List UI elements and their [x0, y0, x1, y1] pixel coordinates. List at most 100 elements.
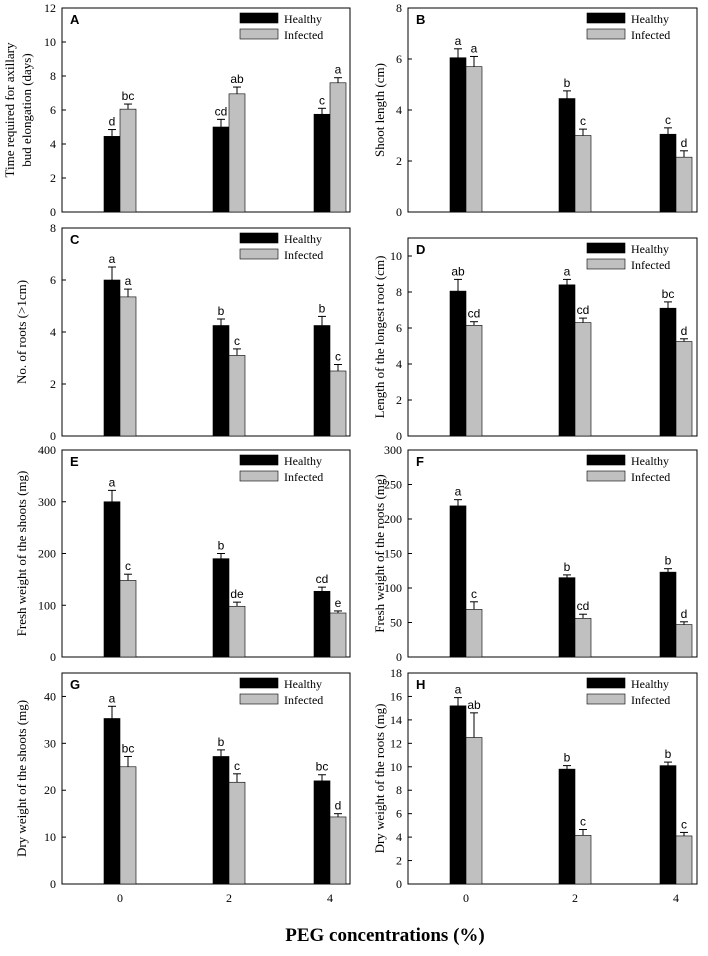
bar-a-infected-4	[329, 82, 347, 213]
bar-b-infected-4	[675, 156, 693, 213]
y-axis-label-line-f-0: Fresh weight of the roots (mg)	[372, 474, 387, 633]
y-axis-label-g: Dry weight of the shoots (mg)	[14, 700, 29, 857]
y-tick-label-e-0: 0	[50, 650, 56, 664]
panel-letter-c: C	[70, 232, 80, 247]
plot-frame-g	[61, 672, 351, 885]
legend-swatch-a-healthy	[239, 12, 279, 24]
legend-label-h-infected: Infected	[631, 693, 670, 707]
bar-f-healthy-4	[659, 571, 677, 658]
sig-letter-d-infected-4: d	[681, 324, 688, 338]
sig-letter-a-infected-4: a	[335, 63, 342, 77]
sig-letter-c-infected-2: c	[234, 334, 240, 348]
bar-g-infected-4	[329, 816, 347, 885]
y-tick-label-c-3: 6	[50, 273, 56, 287]
panel-letter-e: E	[70, 454, 79, 469]
y-tick-label-f-4: 200	[384, 512, 402, 526]
sig-letter-b-infected-2: c	[580, 114, 586, 128]
y-tick-label-f-3: 150	[384, 547, 402, 561]
y-tick-label-g-2: 20	[44, 783, 56, 797]
sig-letter-e-healthy-2: b	[218, 539, 225, 553]
legend-label-f-infected: Infected	[631, 470, 670, 484]
legend-swatch-d-infected	[586, 258, 626, 270]
y-axis-label-line-e-0: Fresh weight of the shoots (mg)	[14, 471, 29, 637]
bar-h-healthy-4	[659, 765, 677, 885]
bar-d-healthy-4	[659, 307, 677, 437]
y-tick-label-h-7: 14	[390, 713, 402, 727]
y-tick-label-g-3: 30	[44, 736, 56, 750]
panel-e: 0 100 200 300 400 Fresh weight of the shoots …	[14, 443, 351, 664]
legend-label-d-infected: Infected	[631, 258, 670, 272]
y-tick-label-a-6: 12	[44, 1, 56, 15]
y-tick-label-g-4: 40	[44, 689, 56, 703]
bar-h-infected-2	[574, 835, 592, 885]
y-tick-label-f-0: 0	[396, 650, 402, 664]
y-tick-label-h-3: 6	[396, 807, 402, 821]
sig-letter-e-healthy-0: a	[109, 475, 116, 489]
y-tick-label-e-2: 200	[38, 547, 56, 561]
bar-d-infected-4	[675, 341, 693, 437]
bar-a-healthy-2	[212, 126, 230, 213]
sig-letter-b-healthy-0: a	[455, 34, 462, 48]
x-axis-title: PEG concentrations (%)	[285, 925, 484, 946]
y-axis-label-line-b-0: Shoot length (cm)	[372, 63, 387, 157]
y-tick-label-c-4: 8	[50, 221, 56, 235]
y-axis-label-line-h-0: Dry weight of the roots (mg)	[372, 704, 387, 854]
y-axis-label-line-a-1: bud elongation (days)	[19, 53, 34, 166]
y-tick-label-e-3: 300	[38, 495, 56, 509]
y-tick-label-c-1: 2	[50, 377, 56, 391]
y-tick-label-d-0: 0	[396, 429, 402, 443]
sig-letter-a-healthy-0: d	[109, 115, 116, 129]
x-tick-label-g-1: 2	[226, 891, 232, 905]
bar-h-infected-4	[675, 835, 693, 885]
sig-letter-h-healthy-0: a	[455, 683, 462, 697]
bar-h-infected-0	[465, 737, 483, 885]
y-tick-label-b-4: 8	[396, 1, 402, 15]
bar-e-infected-4	[329, 612, 347, 658]
y-axis-label-e: Fresh weight of the shoots (mg)	[14, 471, 29, 637]
legend-swatch-h-infected	[586, 693, 626, 705]
y-tick-label-f-5: 250	[384, 478, 402, 492]
y-tick-label-h-9: 18	[390, 666, 402, 680]
bar-e-healthy-2	[212, 558, 230, 658]
panel-letter-g: G	[70, 677, 80, 692]
y-tick-label-e-4: 400	[38, 443, 56, 457]
y-tick-label-h-1: 2	[396, 854, 402, 868]
bar-f-healthy-2	[558, 577, 576, 658]
sig-letter-b-healthy-4: c	[665, 113, 671, 127]
sig-letter-c-infected-0: a	[125, 274, 132, 288]
sig-letter-g-infected-2: c	[234, 759, 240, 773]
legend-swatch-e-healthy	[239, 454, 279, 466]
panel-h: 0 2 4 6 8 10 12 14 16 18 Dry weight of the roots (…	[372, 666, 698, 905]
x-tick-label-g-2: 4	[327, 891, 333, 905]
legend-swatch-f-healthy	[586, 454, 626, 466]
bar-g-infected-0	[119, 766, 137, 885]
legend-label-b-healthy: Healthy	[631, 12, 669, 26]
y-tick-label-d-5: 10	[390, 249, 402, 263]
legend-swatch-e-infected	[239, 470, 279, 482]
y-axis-label-line-g-0: Dry weight of the shoots (mg)	[14, 700, 29, 857]
sig-letter-a-infected-0: bc	[122, 89, 135, 103]
sig-letter-e-infected-2: de	[230, 587, 244, 601]
bar-b-healthy-2	[558, 98, 576, 213]
y-tick-label-g-1: 10	[44, 830, 56, 844]
sig-letter-f-healthy-2: b	[564, 560, 571, 574]
y-tick-label-h-4: 8	[396, 783, 402, 797]
sig-letter-h-infected-4: c	[681, 817, 687, 831]
y-tick-label-d-4: 8	[396, 285, 402, 299]
bar-e-infected-2	[228, 605, 246, 658]
y-axis-label-h: Dry weight of the roots (mg)	[372, 704, 387, 854]
bar-a-healthy-4	[313, 113, 331, 213]
panel-f: 0 50 100 150 200 250 300 Fresh weight of the ro…	[372, 443, 698, 664]
legend-swatch-g-healthy	[239, 677, 279, 689]
bar-b-healthy-0	[449, 57, 467, 213]
sig-letter-e-healthy-4: cd	[316, 572, 329, 586]
plot-frame-h	[407, 672, 698, 885]
bar-d-infected-0	[465, 324, 483, 437]
panel-letter-h: H	[416, 677, 425, 692]
x-tick-label-h-1: 2	[572, 891, 578, 905]
y-axis-label-f: Fresh weight of the roots (mg)	[372, 474, 387, 633]
sig-letter-e-infected-0: c	[125, 559, 131, 573]
bar-a-infected-2	[228, 93, 246, 213]
y-tick-label-g-0: 0	[50, 877, 56, 891]
